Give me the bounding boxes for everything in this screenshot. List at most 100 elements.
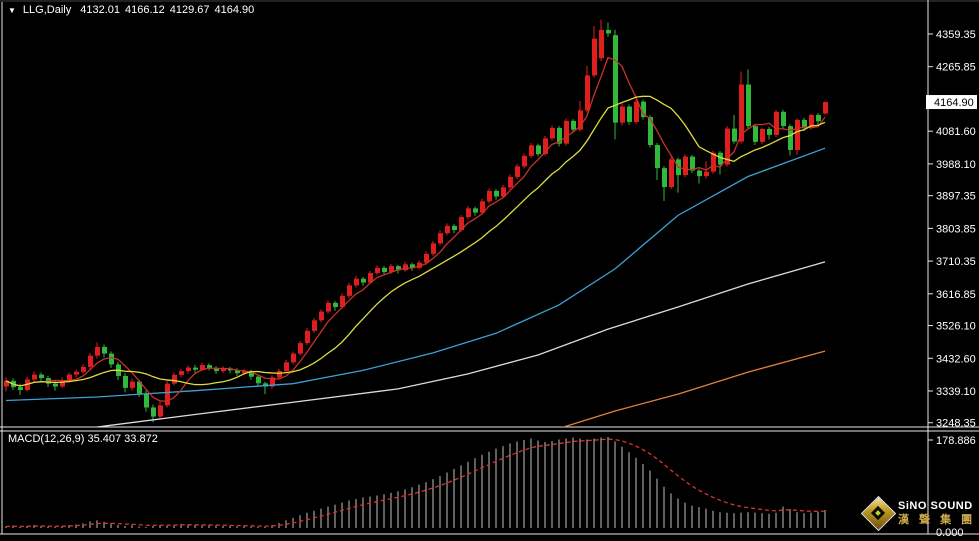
candle-body: [571, 120, 576, 130]
candle-body: [354, 278, 359, 286]
ohlc-high: 4166.12: [124, 4, 165, 16]
candle-body: [326, 302, 331, 312]
candle-body: [480, 201, 485, 213]
candle-body: [438, 233, 443, 244]
candle-body: [739, 84, 744, 142]
candle-body: [347, 285, 352, 296]
candle-body: [431, 243, 436, 254]
macd-pane: [5, 436, 826, 528]
candle-body: [340, 295, 345, 308]
candle-body: [382, 267, 387, 273]
ma-fast-line: [5, 56, 826, 402]
candle-body: [781, 111, 786, 127]
candle-body: [529, 145, 534, 156]
candle-body: [361, 278, 366, 283]
candle-body: [592, 38, 597, 76]
candle-body: [368, 273, 373, 283]
candle-body: [32, 374, 37, 380]
candle-body: [200, 365, 205, 370]
candle-body: [95, 346, 100, 356]
candle-body: [452, 225, 457, 231]
ma-slower-line: [96, 261, 826, 427]
candle-body: [256, 376, 261, 384]
price-axis-label: 3339.10: [936, 386, 976, 398]
candle-body: [501, 187, 506, 197]
candle-body: [508, 176, 513, 188]
ohlc-open: 4132.01: [80, 4, 120, 16]
macd-max-label: 178.886: [936, 435, 976, 447]
candle-body: [606, 29, 611, 34]
candle-body: [564, 120, 569, 144]
candle-body: [88, 355, 93, 367]
candle-body: [627, 106, 632, 122]
candle-body: [459, 217, 464, 231]
price-axis-label: 3897.35: [936, 191, 976, 203]
candle-body: [81, 366, 86, 372]
candle-body: [550, 127, 555, 139]
candle-body: [690, 156, 695, 171]
candle-body: [277, 371, 282, 378]
candle-body: [235, 370, 240, 374]
ma-slow-line: [5, 147, 826, 402]
candle-body: [732, 128, 737, 142]
candle-body: [816, 114, 821, 122]
candle-body: [165, 383, 170, 406]
price-axis-label: 4081.60: [936, 126, 976, 138]
candle-body: [396, 266, 401, 271]
candle-body: [515, 166, 520, 177]
candle-body: [137, 381, 142, 394]
candle-body: [179, 371, 184, 375]
candle-body: [809, 114, 814, 128]
candle-body: [788, 126, 793, 150]
symbol-dropdown-icon[interactable]: ▼: [8, 5, 16, 15]
candle-body: [67, 374, 72, 381]
candle-body: [298, 343, 303, 354]
candle-body: [102, 346, 107, 354]
candle-body: [746, 84, 751, 127]
candle-body: [123, 375, 128, 388]
price-axis-label: 3988.10: [936, 159, 976, 171]
candle-body: [802, 119, 807, 128]
sino-sound-logo: SiNO SOUND 漢 聲 集 團: [858, 492, 979, 534]
symbol-header: ▼ LLG,Daily 4132.01 4166.12 4129.67 4164…: [8, 4, 259, 16]
current-price-label: 4164.90: [926, 95, 977, 110]
candle-body: [613, 35, 618, 123]
candle-body: [214, 367, 219, 372]
candle-body: [697, 170, 702, 177]
candle-body: [291, 353, 296, 363]
candle-body: [599, 29, 604, 59]
price-axis: 4359.35 4265.85 4081.60 3988.10 3897.35 3803.…: [928, 29, 976, 539]
candlestick-series: [4, 19, 828, 423]
moving-averages: [5, 56, 826, 427]
candle-body: [144, 393, 149, 408]
price-axis-label: 3710.35: [936, 256, 976, 268]
candle-body: [536, 145, 541, 155]
price-axis-label: 3526.10: [936, 321, 976, 333]
candle-body: [18, 387, 23, 390]
price-axis-label: 3616.85: [936, 289, 976, 301]
candle-body: [795, 119, 800, 150]
candle-body: [39, 374, 44, 379]
price-axis-label: 4265.85: [936, 62, 976, 74]
candle-body: [718, 152, 723, 165]
candle-body: [333, 302, 338, 308]
candle-body: [60, 380, 65, 387]
candle-body: [445, 225, 450, 234]
candle-body: [683, 156, 688, 176]
candle-body: [753, 126, 758, 142]
candle-body: [228, 368, 233, 371]
candle-body: [312, 320, 317, 331]
candle-body: [207, 365, 212, 368]
candle-body: [585, 75, 590, 111]
ma-slowest-line: [561, 350, 826, 427]
candle-body: [389, 266, 394, 273]
svg-text:4164.90: 4164.90: [934, 97, 974, 109]
candle-body: [109, 353, 114, 365]
candle-body: [543, 138, 548, 155]
candle-body: [186, 367, 191, 372]
candle-body: [487, 190, 492, 202]
candle-body: [466, 208, 471, 218]
candle-body: [221, 368, 226, 372]
